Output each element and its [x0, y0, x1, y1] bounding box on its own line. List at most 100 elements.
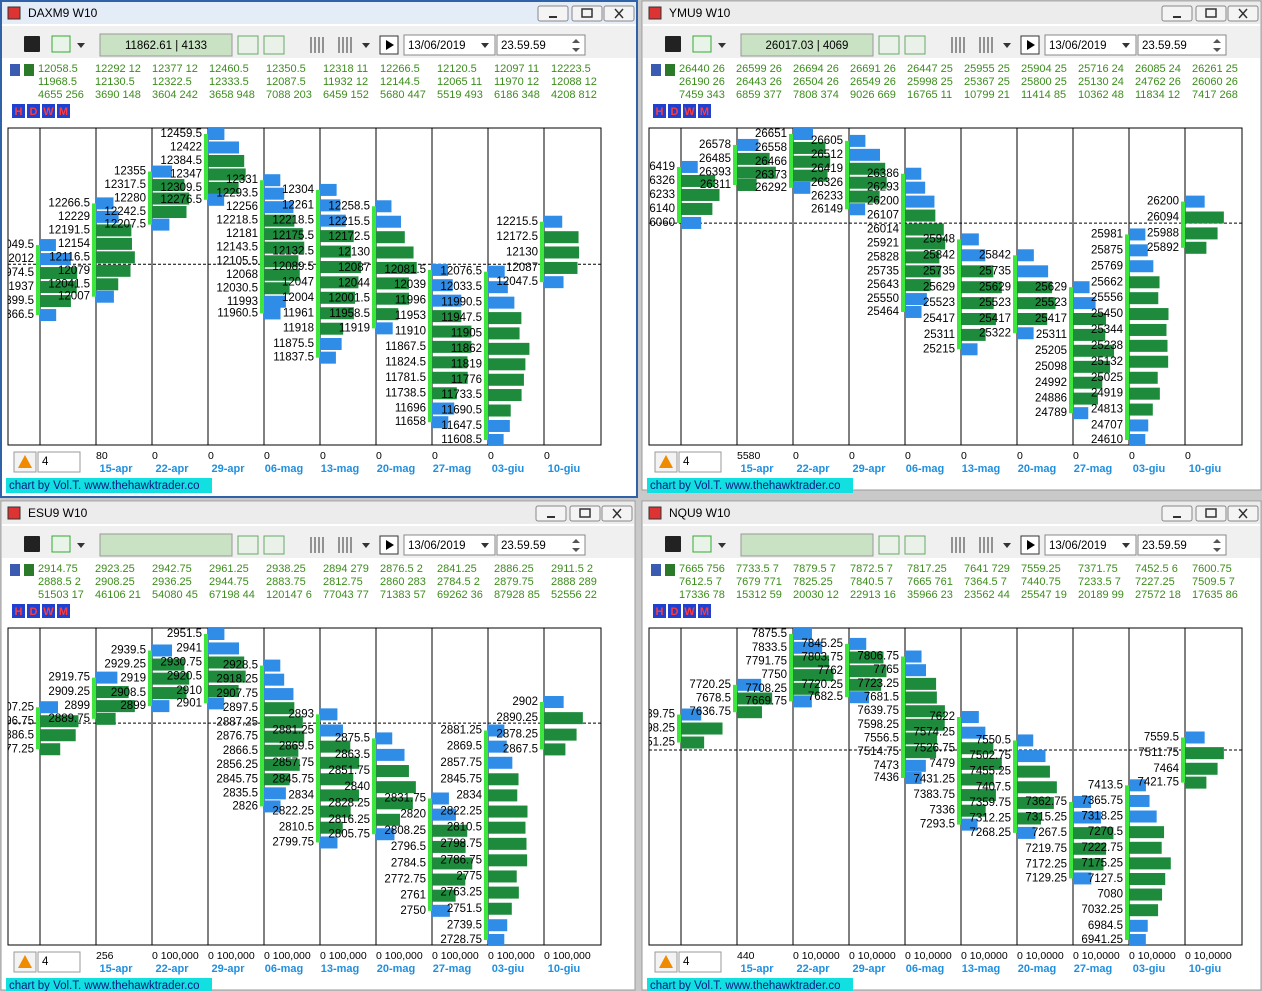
- price-level: 11905: [451, 327, 482, 339]
- period-button[interactable]: [42, 604, 55, 618]
- profile-bar: [432, 889, 456, 902]
- grid-button[interactable]: [979, 37, 993, 53]
- profile-bar: [376, 246, 414, 259]
- profile-bar: [264, 758, 300, 771]
- period-label: D: [30, 106, 38, 118]
- price-level: 2910: [176, 685, 202, 697]
- maximize-button[interactable]: [1195, 5, 1227, 22]
- profile-bar: [849, 134, 866, 147]
- period-button[interactable]: [698, 604, 711, 618]
- grid-button[interactable]: [951, 37, 965, 53]
- chart-content: 26419 26326 26233 26140 26060 26578 26485 26393…: [643, 128, 1242, 445]
- bars-back-box[interactable]: [37, 951, 81, 973]
- profile-bar: [40, 281, 77, 294]
- period-button[interactable]: [668, 104, 681, 118]
- maximize-button[interactable]: [1195, 505, 1227, 522]
- maximize-button[interactable]: [569, 505, 601, 522]
- date-box[interactable]: [1044, 34, 1137, 56]
- price-level: 12218.5: [272, 215, 314, 227]
- period-button[interactable]: [57, 604, 70, 618]
- chart-button[interactable]: [692, 535, 712, 553]
- period-button[interactable]: [668, 604, 681, 618]
- period-button[interactable]: [57, 104, 70, 118]
- volume-scale-label: 0 100,000: [152, 950, 199, 962]
- bars-back-box[interactable]: [678, 451, 722, 473]
- price-level: 25948: [923, 233, 955, 245]
- price-level: 11918: [283, 323, 314, 335]
- price-level: 25450: [1091, 308, 1123, 320]
- profile-bar: [961, 297, 994, 310]
- profile-bar: [96, 712, 116, 725]
- style-button[interactable]: [263, 35, 285, 55]
- date-box[interactable]: [1044, 534, 1137, 556]
- save-style-button[interactable]: [237, 35, 259, 55]
- grid-button[interactable]: [338, 37, 352, 53]
- profile-bar: [961, 265, 994, 278]
- period-button[interactable]: [27, 104, 40, 118]
- price-level: 11996: [395, 295, 426, 307]
- header-value: 77043 77: [323, 589, 369, 601]
- price-level: 2908.5: [111, 687, 146, 699]
- date-box[interactable]: [403, 34, 496, 56]
- header-value: 26691 26: [850, 63, 896, 75]
- period-button[interactable]: [42, 104, 55, 118]
- grid-button[interactable]: [310, 37, 324, 53]
- glyph: [1238, 8, 1248, 19]
- time-box[interactable]: [496, 34, 586, 56]
- period-button[interactable]: [27, 604, 40, 618]
- header-icon: [24, 564, 34, 576]
- period-button[interactable]: [12, 104, 25, 118]
- date-box[interactable]: [403, 534, 496, 556]
- save-button[interactable]: [665, 536, 681, 552]
- bars-back-box[interactable]: [37, 451, 81, 473]
- style-button[interactable]: [263, 535, 285, 555]
- time-box[interactable]: [1137, 534, 1227, 556]
- save-button[interactable]: [665, 36, 681, 52]
- price-level: 26140: [643, 203, 675, 215]
- profile-bar: [320, 183, 337, 196]
- save-button[interactable]: [24, 536, 40, 552]
- price-level: 11875.5: [273, 338, 314, 350]
- period-button[interactable]: [12, 604, 25, 618]
- grid-button[interactable]: [310, 537, 324, 553]
- period-button[interactable]: [683, 604, 696, 618]
- price-level: 12293.5: [216, 188, 258, 200]
- price-level: 25875: [1091, 244, 1123, 256]
- price-level: 2899: [64, 700, 90, 712]
- save-button[interactable]: [24, 36, 40, 52]
- price-level: 12044: [338, 277, 371, 289]
- profile-bar: [1129, 260, 1154, 273]
- minimize-button[interactable]: [535, 505, 567, 522]
- grid-button[interactable]: [979, 537, 993, 553]
- save-style-button[interactable]: [237, 535, 259, 555]
- time-box[interactable]: [496, 534, 586, 556]
- period-button[interactable]: [653, 104, 666, 118]
- chart-button[interactable]: [51, 35, 71, 53]
- maximize-button[interactable]: [571, 5, 603, 22]
- minimize-button[interactable]: [537, 5, 569, 22]
- grid-button[interactable]: [338, 537, 352, 553]
- minimize-button[interactable]: [1161, 505, 1193, 522]
- chart-button[interactable]: [51, 535, 71, 553]
- period-button[interactable]: [698, 104, 711, 118]
- dropdown-arrow: [481, 43, 489, 48]
- minimize-button[interactable]: [1161, 5, 1193, 22]
- save-style-button[interactable]: [878, 535, 900, 555]
- price-level: 7845.25: [801, 638, 843, 650]
- price-level: 12172.5: [328, 231, 370, 243]
- period-label: W: [43, 106, 54, 118]
- style-button[interactable]: [904, 35, 926, 55]
- time-box[interactable]: [1137, 34, 1227, 56]
- style-button[interactable]: [904, 535, 926, 555]
- profile-bar: [1073, 407, 1089, 420]
- grid-button[interactable]: [951, 537, 965, 553]
- period-button[interactable]: [683, 104, 696, 118]
- bars-back-box[interactable]: [678, 951, 722, 973]
- save-style-button[interactable]: [878, 35, 900, 55]
- period-button[interactable]: [653, 604, 666, 618]
- chart-button[interactable]: [692, 35, 712, 53]
- price-level: 2799.75: [272, 836, 314, 848]
- header-value: 17336 78: [679, 589, 725, 601]
- header-value: 12065 11: [437, 76, 482, 88]
- header-icon: [665, 564, 675, 576]
